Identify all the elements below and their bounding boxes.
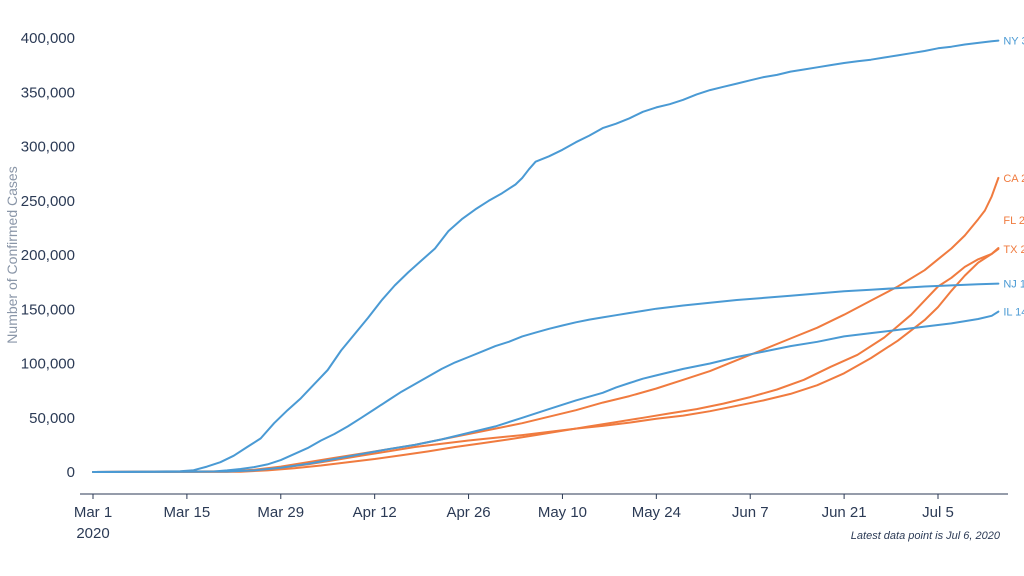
latest-data-note: Latest data point is Jul 6, 2020 (851, 530, 1001, 542)
y-tick-label: 0 (67, 464, 75, 481)
x-tick-label: Jun 21 (822, 504, 867, 521)
x-tick-label: Mar 15 (164, 504, 211, 521)
x-tick-label: Apr 26 (446, 504, 490, 521)
series-line-tx (92, 247, 1000, 473)
x-tick-label: Mar 1 (74, 504, 112, 521)
y-tick-label: 400,000 (21, 30, 75, 47)
x-axis: Mar 1 2020 Mar 15 Mar 29 Apr 12 Apr 26 May 10 M… (74, 493, 1008, 542)
series-label-ny: NY 397,649 (1003, 36, 1024, 48)
y-tick-label: 50,000 (29, 410, 75, 427)
series-line-ny (92, 39, 1000, 473)
series-label-ca: CA 271,035 (1003, 173, 1024, 185)
series-label-nj: NJ 173,611 (1003, 279, 1024, 291)
series-line-il (92, 310, 1000, 473)
x-tick-label: Jun 7 (732, 504, 769, 521)
y-tick-label: 300,000 (21, 139, 75, 156)
series-lines (92, 39, 1000, 473)
series-line-ca (92, 176, 1000, 473)
series-label-fl: FL 206,447 (1003, 215, 1024, 227)
series-label-il: IL 147,865 (1003, 307, 1024, 319)
y-axis-ticks: 0 50,000 100,000 150,000 200,000 250,000 300,0… (21, 30, 75, 481)
x-tick-label: Apr 12 (353, 504, 397, 521)
series-labels: NY 397,649 CA 271,035 FL 206,447 TX 205,642… (1003, 36, 1024, 319)
series-line-nj (92, 282, 1000, 473)
y-tick-label: 250,000 (21, 193, 75, 210)
x-tick-label: Jul 5 (922, 504, 954, 521)
x-tick-label: May 10 (538, 504, 587, 521)
x-tick-sublabel: 2020 (76, 525, 109, 542)
y-axis-label: Number of Confirmed Cases (4, 166, 20, 343)
y-tick-label: 200,000 (21, 247, 75, 264)
x-tick-label: May 24 (632, 504, 681, 521)
y-tick-label: 100,000 (21, 356, 75, 373)
x-tick-label: Mar 29 (257, 504, 304, 521)
series-label-tx: TX 205,642 (1003, 244, 1024, 256)
y-tick-label: 150,000 (21, 301, 75, 318)
y-tick-label: 350,000 (21, 84, 75, 101)
series-line-fl (92, 247, 1000, 473)
